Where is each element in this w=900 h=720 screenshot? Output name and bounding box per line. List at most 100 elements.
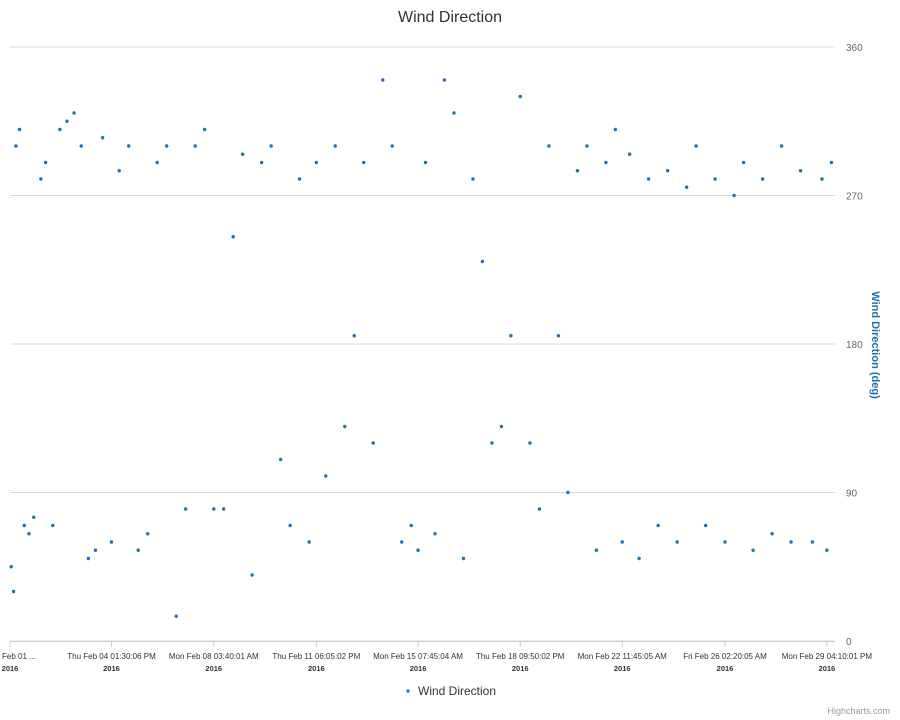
data-point[interactable] [452, 111, 456, 115]
data-point[interactable] [65, 119, 69, 123]
data-point[interactable] [509, 334, 513, 338]
data-point[interactable] [14, 144, 18, 148]
data-point[interactable] [684, 185, 689, 189]
data-point[interactable] [566, 490, 570, 495]
data-point[interactable] [732, 193, 736, 198]
data-point[interactable] [627, 152, 632, 156]
data-point[interactable] [278, 457, 283, 462]
data-point[interactable] [307, 540, 311, 544]
data-point[interactable] [798, 169, 803, 173]
data-point[interactable] [723, 540, 727, 544]
data-point[interactable] [694, 144, 698, 148]
legend-item-wind-direction[interactable]: Wind Direction [418, 684, 496, 698]
data-point[interactable] [259, 160, 264, 165]
data-point[interactable] [212, 507, 216, 511]
data-point[interactable] [371, 441, 375, 445]
credits-link[interactable]: Highcharts.com [827, 706, 890, 716]
data-point[interactable] [269, 144, 273, 148]
data-point[interactable] [556, 334, 561, 338]
data-point[interactable] [810, 540, 815, 544]
data-point[interactable] [127, 144, 131, 148]
data-point[interactable] [760, 177, 765, 181]
data-point[interactable] [250, 573, 254, 577]
data-point[interactable] [575, 169, 580, 173]
data-point[interactable] [594, 548, 599, 552]
data-point[interactable] [17, 127, 22, 132]
data-point[interactable] [100, 136, 105, 140]
data-point[interactable] [240, 152, 245, 156]
data-point[interactable] [770, 532, 774, 536]
data-point[interactable] [79, 144, 83, 148]
data-point[interactable] [537, 507, 542, 511]
data-point[interactable] [637, 556, 641, 561]
data-point[interactable] [352, 334, 356, 338]
data-point[interactable] [231, 235, 235, 239]
data-point[interactable] [343, 424, 347, 429]
data-point[interactable] [656, 523, 660, 528]
data-point[interactable] [741, 160, 746, 165]
data-point[interactable] [499, 424, 504, 429]
data-point[interactable] [174, 614, 178, 618]
data-point[interactable] [480, 259, 485, 264]
data-point[interactable] [297, 177, 302, 181]
data-point[interactable] [490, 441, 494, 445]
data-point[interactable] [117, 169, 121, 173]
data-point[interactable] [155, 160, 159, 165]
data-points[interactable] [9, 78, 834, 618]
data-point[interactable] [409, 523, 413, 528]
data-point[interactable] [442, 78, 447, 82]
data-point[interactable] [32, 515, 36, 519]
data-point[interactable] [820, 177, 824, 181]
data-point[interactable] [58, 127, 62, 132]
data-point[interactable] [51, 523, 55, 528]
data-point[interactable] [703, 523, 708, 528]
data-point[interactable] [136, 548, 140, 552]
data-point[interactable] [585, 144, 589, 148]
data-point[interactable] [423, 160, 428, 165]
legend[interactable]: Wind Direction [406, 684, 496, 698]
data-point[interactable] [547, 144, 551, 148]
data-point[interactable] [528, 441, 532, 445]
data-point[interactable] [109, 540, 114, 544]
data-point[interactable] [362, 160, 366, 165]
data-point[interactable] [333, 144, 337, 148]
data-point[interactable] [72, 111, 76, 115]
data-point[interactable] [39, 177, 43, 181]
data-point[interactable] [381, 78, 385, 82]
data-point[interactable] [93, 548, 98, 552]
data-point[interactable] [675, 540, 679, 544]
data-point[interactable] [288, 523, 292, 528]
data-point[interactable] [193, 144, 197, 148]
data-point[interactable] [433, 532, 437, 536]
data-point[interactable] [314, 160, 319, 165]
data-point[interactable] [518, 94, 522, 99]
data-point[interactable] [713, 177, 717, 181]
data-point[interactable] [613, 127, 618, 132]
data-point[interactable] [324, 474, 328, 478]
data-point[interactable] [183, 507, 188, 511]
data-point[interactable] [22, 523, 26, 528]
data-point[interactable] [221, 507, 226, 511]
data-point[interactable] [471, 177, 475, 181]
data-point[interactable] [145, 532, 150, 536]
data-point[interactable] [400, 540, 404, 544]
data-point[interactable] [202, 127, 207, 132]
data-point[interactable] [825, 548, 829, 552]
data-point[interactable] [646, 177, 651, 181]
data-point[interactable] [604, 160, 608, 165]
data-point[interactable] [620, 540, 624, 544]
data-point[interactable] [665, 169, 670, 173]
data-point[interactable] [9, 565, 13, 569]
data-point[interactable] [43, 160, 48, 165]
data-point[interactable] [390, 144, 394, 148]
data-point[interactable] [461, 556, 466, 561]
data-point[interactable] [86, 556, 91, 561]
data-point[interactable] [751, 548, 755, 552]
data-point[interactable] [779, 144, 784, 148]
data-point[interactable] [416, 548, 420, 552]
data-point[interactable] [829, 160, 834, 165]
data-point[interactable] [11, 589, 16, 594]
data-point[interactable] [789, 540, 793, 544]
data-point[interactable] [164, 144, 169, 148]
data-point[interactable] [27, 532, 31, 536]
